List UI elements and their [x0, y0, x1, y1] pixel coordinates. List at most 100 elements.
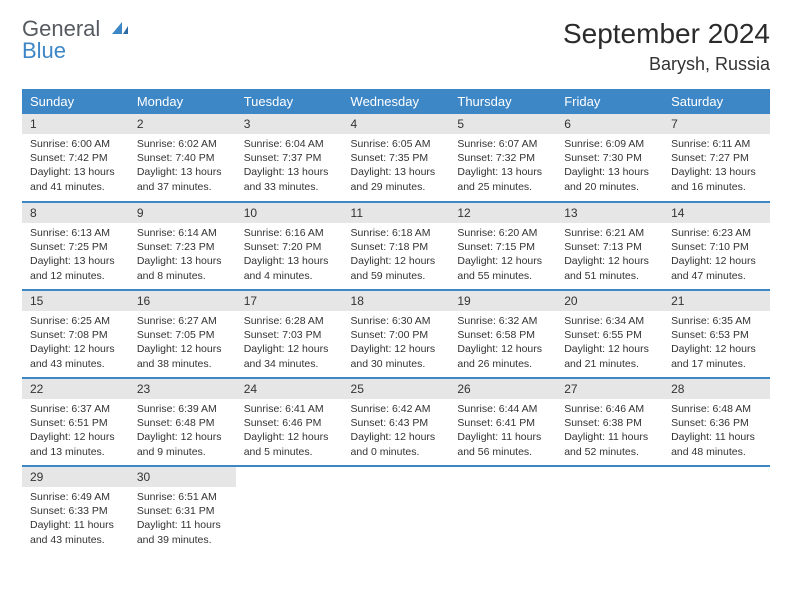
day-number: 22 — [22, 379, 129, 399]
sunrise-text: Sunrise: 6:44 AM — [457, 402, 548, 416]
calendar-cell — [556, 466, 663, 554]
calendar-cell: 23Sunrise: 6:39 AMSunset: 6:48 PMDayligh… — [129, 378, 236, 466]
sunset-text: Sunset: 6:46 PM — [244, 416, 335, 430]
sunrise-text: Sunrise: 6:05 AM — [351, 137, 442, 151]
calendar-week-row: 22Sunrise: 6:37 AMSunset: 6:51 PMDayligh… — [22, 378, 770, 466]
daylight-text: Daylight: 12 hours and 17 minutes. — [671, 342, 762, 370]
calendar-week-row: 29Sunrise: 6:49 AMSunset: 6:33 PMDayligh… — [22, 466, 770, 554]
sunrise-text: Sunrise: 6:35 AM — [671, 314, 762, 328]
day-number: 15 — [22, 291, 129, 311]
sunset-text: Sunset: 7:03 PM — [244, 328, 335, 342]
day-body: Sunrise: 6:32 AMSunset: 6:58 PMDaylight:… — [449, 311, 556, 377]
daylight-text: Daylight: 11 hours and 56 minutes. — [457, 430, 548, 458]
calendar-cell: 10Sunrise: 6:16 AMSunset: 7:20 PMDayligh… — [236, 202, 343, 290]
sunset-text: Sunset: 6:55 PM — [564, 328, 655, 342]
day-number: 8 — [22, 203, 129, 223]
weekday-header: Sunday — [22, 89, 129, 114]
sunset-text: Sunset: 7:18 PM — [351, 240, 442, 254]
sunset-text: Sunset: 7:05 PM — [137, 328, 228, 342]
calendar-cell: 15Sunrise: 6:25 AMSunset: 7:08 PMDayligh… — [22, 290, 129, 378]
calendar-cell: 5Sunrise: 6:07 AMSunset: 7:32 PMDaylight… — [449, 114, 556, 202]
day-number: 5 — [449, 114, 556, 134]
calendar-cell: 6Sunrise: 6:09 AMSunset: 7:30 PMDaylight… — [556, 114, 663, 202]
daylight-text: Daylight: 11 hours and 48 minutes. — [671, 430, 762, 458]
day-number: 10 — [236, 203, 343, 223]
daylight-text: Daylight: 11 hours and 52 minutes. — [564, 430, 655, 458]
daylight-text: Daylight: 12 hours and 21 minutes. — [564, 342, 655, 370]
daylight-text: Daylight: 12 hours and 38 minutes. — [137, 342, 228, 370]
weekday-header: Saturday — [663, 89, 770, 114]
sunrise-text: Sunrise: 6:09 AM — [564, 137, 655, 151]
day-number: 12 — [449, 203, 556, 223]
calendar-cell: 2Sunrise: 6:02 AMSunset: 7:40 PMDaylight… — [129, 114, 236, 202]
calendar-body: 1 Sunrise: 6:00 AMSunset: 7:42 PM Daylight… — [22, 114, 770, 554]
calendar-table: SundayMondayTuesdayWednesdayThursdayFrid… — [22, 89, 770, 554]
sunset-text: Sunset: 7:42 PM — [30, 151, 121, 165]
sunset-text: Sunset: 6:33 PM — [30, 504, 121, 518]
sunrise-text: Sunrise: 6:16 AM — [244, 226, 335, 240]
sunrise-text: Sunrise: 6:49 AM — [30, 490, 121, 504]
sunrise-text: Sunrise: 6:13 AM — [30, 226, 121, 240]
daylight-text: Daylight: 13 hours and 33 minutes. — [244, 165, 335, 193]
day-number: 6 — [556, 114, 663, 134]
calendar-cell: 25Sunrise: 6:42 AMSunset: 6:43 PMDayligh… — [343, 378, 450, 466]
calendar-cell: 13Sunrise: 6:21 AMSunset: 7:13 PMDayligh… — [556, 202, 663, 290]
sunrise-text: Sunrise: 6:14 AM — [137, 226, 228, 240]
day-body: Sunrise: 6:46 AMSunset: 6:38 PMDaylight:… — [556, 399, 663, 465]
day-number: 13 — [556, 203, 663, 223]
day-body: Sunrise: 6:44 AMSunset: 6:41 PMDaylight:… — [449, 399, 556, 465]
sunset-text: Sunset: 6:48 PM — [137, 416, 228, 430]
day-body: Sunrise: 6:35 AMSunset: 6:53 PMDaylight:… — [663, 311, 770, 377]
daylight-text: Daylight: 12 hours and 47 minutes. — [671, 254, 762, 282]
day-number: 24 — [236, 379, 343, 399]
day-body: Sunrise: 6:20 AMSunset: 7:15 PMDaylight:… — [449, 223, 556, 289]
calendar-cell: 30Sunrise: 6:51 AMSunset: 6:31 PMDayligh… — [129, 466, 236, 554]
sunset-text: Sunset: 6:51 PM — [30, 416, 121, 430]
calendar-cell: 16Sunrise: 6:27 AMSunset: 7:05 PMDayligh… — [129, 290, 236, 378]
sunrise-text: Sunrise: 6:42 AM — [351, 402, 442, 416]
location: Barysh, Russia — [563, 54, 770, 75]
calendar-cell — [236, 466, 343, 554]
day-number: 1 — [22, 114, 129, 134]
daylight-text: Daylight: 12 hours and 0 minutes. — [351, 430, 442, 458]
sunrise-text: Sunrise: 6:25 AM — [30, 314, 121, 328]
daylight-text: Daylight: 12 hours and 26 minutes. — [457, 342, 548, 370]
weekday-header-row: SundayMondayTuesdayWednesdayThursdayFrid… — [22, 89, 770, 114]
calendar-cell — [343, 466, 450, 554]
day-body: Sunrise: 6:09 AMSunset: 7:30 PMDaylight:… — [556, 134, 663, 200]
calendar-cell: 29Sunrise: 6:49 AMSunset: 6:33 PMDayligh… — [22, 466, 129, 554]
sunset-text: Sunset: 7:13 PM — [564, 240, 655, 254]
daylight-text: Daylight: 12 hours and 9 minutes. — [137, 430, 228, 458]
logo-line2: Blue — [22, 38, 66, 63]
daylight-text: Daylight: 12 hours and 13 minutes. — [30, 430, 121, 458]
sunrise-text: Sunrise: 6:20 AM — [457, 226, 548, 240]
sunset-text: Sunset: 7:27 PM — [671, 151, 762, 165]
sunrise-text: Sunrise: 6:30 AM — [351, 314, 442, 328]
daylight-text: Daylight: 13 hours and 16 minutes. — [671, 165, 762, 193]
sunset-text: Sunset: 6:53 PM — [671, 328, 762, 342]
logo-text: General Blue — [22, 18, 130, 62]
sunset-text: Sunset: 7:10 PM — [671, 240, 762, 254]
sunrise-text: Sunrise: 6:02 AM — [137, 137, 228, 151]
sunrise-text: Sunrise: 6:18 AM — [351, 226, 442, 240]
logo: General Blue — [22, 18, 130, 62]
sunset-text: Sunset: 6:58 PM — [457, 328, 548, 342]
calendar-cell: 27Sunrise: 6:46 AMSunset: 6:38 PMDayligh… — [556, 378, 663, 466]
daylight-text: Daylight: 12 hours and 59 minutes. — [351, 254, 442, 282]
daylight-text: Daylight: 11 hours and 43 minutes. — [30, 518, 121, 546]
sunrise-text: Sunrise: 6:00 AM — [30, 137, 121, 151]
daylight-text: Daylight: 13 hours and 8 minutes. — [137, 254, 228, 282]
day-body: Sunrise: 6:18 AMSunset: 7:18 PMDaylight:… — [343, 223, 450, 289]
sunset-text: Sunset: 6:38 PM — [564, 416, 655, 430]
calendar-cell: 1Sunrise: 6:00 AMSunset: 7:42 PMDaylight… — [22, 114, 129, 202]
day-body: Sunrise: 6:30 AMSunset: 7:00 PMDaylight:… — [343, 311, 450, 377]
daylight-text: Daylight: 12 hours and 51 minutes. — [564, 254, 655, 282]
logo-sail-icon — [110, 16, 130, 41]
calendar-cell — [449, 466, 556, 554]
day-body: Sunrise: 6:28 AMSunset: 7:03 PMDaylight:… — [236, 311, 343, 377]
day-number: 30 — [129, 467, 236, 487]
daylight-text: Daylight: 12 hours and 55 minutes. — [457, 254, 548, 282]
day-body: Sunrise: 6:04 AMSunset: 7:37 PMDaylight:… — [236, 134, 343, 200]
day-number: 20 — [556, 291, 663, 311]
day-number: 28 — [663, 379, 770, 399]
